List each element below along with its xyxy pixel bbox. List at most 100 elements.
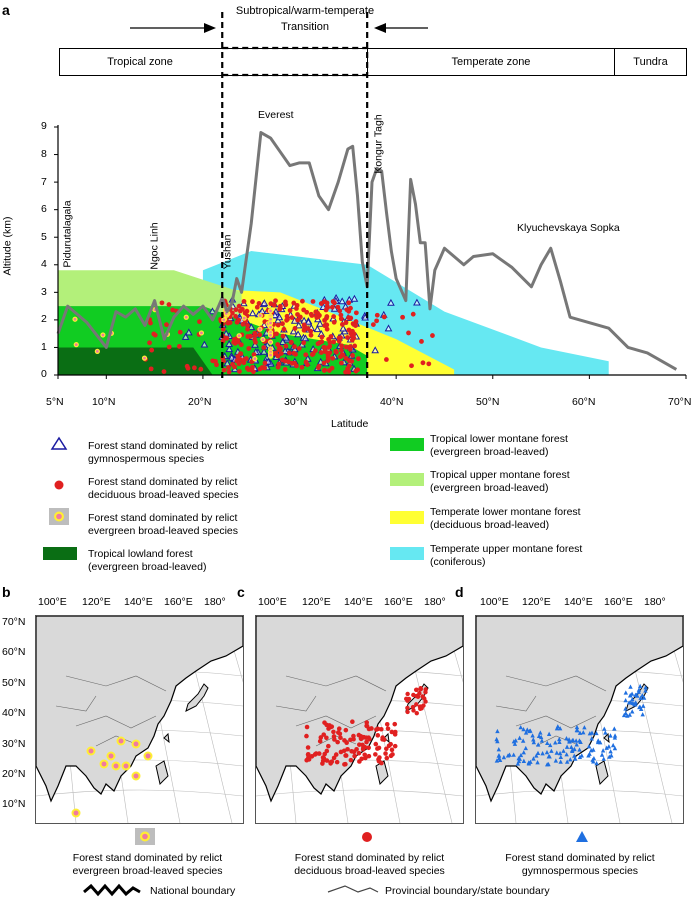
scatter-1-point <box>229 310 235 316</box>
gymno-marker <box>531 737 536 742</box>
scatter-1-point <box>329 365 335 371</box>
gymno-marker <box>546 754 551 759</box>
gymno-marker <box>627 712 632 717</box>
scatter-1-point <box>149 347 155 353</box>
scatter-2-point-core <box>74 343 78 347</box>
scatter-1-point <box>308 332 314 338</box>
deciduous-marker <box>384 746 389 752</box>
scatter-1-point <box>197 319 202 325</box>
gymno-marker <box>540 751 545 756</box>
scatter-0-point <box>313 325 322 333</box>
national-boundary-symbol <box>83 883 141 897</box>
scatter-1-point <box>294 302 300 308</box>
provincial-boundary <box>75 715 157 729</box>
scatter-2-point-core <box>242 316 246 320</box>
gymno-marker <box>570 748 575 754</box>
provincial-boundary-symbol <box>327 885 379 893</box>
gymno-marker <box>523 745 528 751</box>
scatter-0-point <box>304 318 313 326</box>
gymno-marker <box>525 727 530 732</box>
provincial-boundary <box>65 675 167 692</box>
scatter-1-point <box>271 302 277 308</box>
provincial-boundary <box>95 735 137 747</box>
gymno-marker <box>538 730 543 735</box>
scatter-1-point <box>292 360 298 366</box>
scatter-1-point <box>338 312 344 318</box>
gymno-marker <box>568 757 573 762</box>
map-lat-40: 40°N <box>2 707 26 719</box>
scatter-1-point <box>352 343 358 349</box>
evergreen-marker-core <box>145 753 151 759</box>
gymno-marker <box>574 727 580 733</box>
scatter-1-point <box>292 326 298 331</box>
deciduous-marker <box>351 736 356 742</box>
scatter-1-point <box>276 347 282 353</box>
deciduous-marker <box>322 751 328 757</box>
x-tick-50: 50°N <box>476 396 500 408</box>
scatter-2-point-core <box>184 315 188 319</box>
deciduous-marker <box>336 726 342 732</box>
deciduous-marker <box>411 708 416 713</box>
gymno-marker <box>553 740 558 745</box>
deciduous-marker <box>329 759 335 764</box>
taiwan <box>603 732 610 744</box>
gymno-marker <box>612 733 618 738</box>
scatter-1-point <box>315 310 321 316</box>
deciduous-marker <box>384 755 390 761</box>
gymno-marker <box>528 759 533 764</box>
scatter-0-point <box>338 297 347 305</box>
deciduous-marker <box>364 720 370 725</box>
scatter-0-point <box>260 347 268 355</box>
gymno-marker <box>582 725 587 730</box>
scatter-1-point <box>331 319 337 325</box>
deciduous-marker <box>418 704 423 709</box>
scatter-1-point <box>336 338 342 344</box>
map-c-lon-180: 180° <box>424 596 446 608</box>
landmass <box>36 616 243 803</box>
evergreen-marker-core <box>88 748 94 754</box>
map-c-lon-140: 140°E <box>344 596 373 608</box>
scatter-2-point-core <box>200 331 203 335</box>
scatter-1-point <box>241 357 247 363</box>
scatter-1-point <box>232 340 238 346</box>
evergreen-marker-core <box>133 773 139 779</box>
gymno-marker <box>569 744 574 750</box>
provincial-boundary <box>515 715 597 729</box>
scatter-1-point <box>374 318 380 324</box>
scatter-1-point <box>301 340 307 346</box>
deciduous-marker <box>383 751 388 756</box>
scatter-1-point <box>327 339 333 345</box>
deciduous-marker <box>392 721 398 727</box>
x-tick-10: 10°N <box>92 396 116 408</box>
gymno-marker <box>612 745 618 751</box>
scatter-1-point <box>286 350 292 356</box>
scatter-1-point <box>318 301 324 306</box>
gymno-marker <box>549 748 554 753</box>
scatter-1-point <box>339 352 345 357</box>
gymno-marker <box>630 709 635 714</box>
scatter-2-point-core <box>269 317 272 321</box>
gymno-marker <box>527 728 532 734</box>
zone-tundra: Tundra <box>614 48 687 76</box>
gymno-marker <box>640 712 645 717</box>
scatter-1-point <box>324 314 330 319</box>
taiwan <box>163 732 170 744</box>
evergreen-marker-core <box>133 741 139 747</box>
gymno-marker <box>608 749 613 754</box>
deciduous-marker <box>377 755 382 760</box>
scatter-1-point <box>338 316 344 322</box>
gymno-marker <box>604 745 609 750</box>
deciduous-marker <box>362 744 368 750</box>
scatter-1-point <box>248 333 253 339</box>
scatter-2-point-core <box>269 340 272 344</box>
gymno-marker <box>589 730 595 735</box>
scatter-1-point <box>299 364 305 370</box>
y-tick-9: 9 <box>41 120 47 132</box>
gymno-marker <box>531 739 537 745</box>
deciduous-marker <box>414 693 419 699</box>
deciduous-marker <box>320 758 326 764</box>
gymno-marker <box>557 726 563 731</box>
gymno-marker <box>574 724 580 730</box>
scatter-1-point <box>256 301 262 306</box>
scatter-0-point <box>289 327 298 335</box>
